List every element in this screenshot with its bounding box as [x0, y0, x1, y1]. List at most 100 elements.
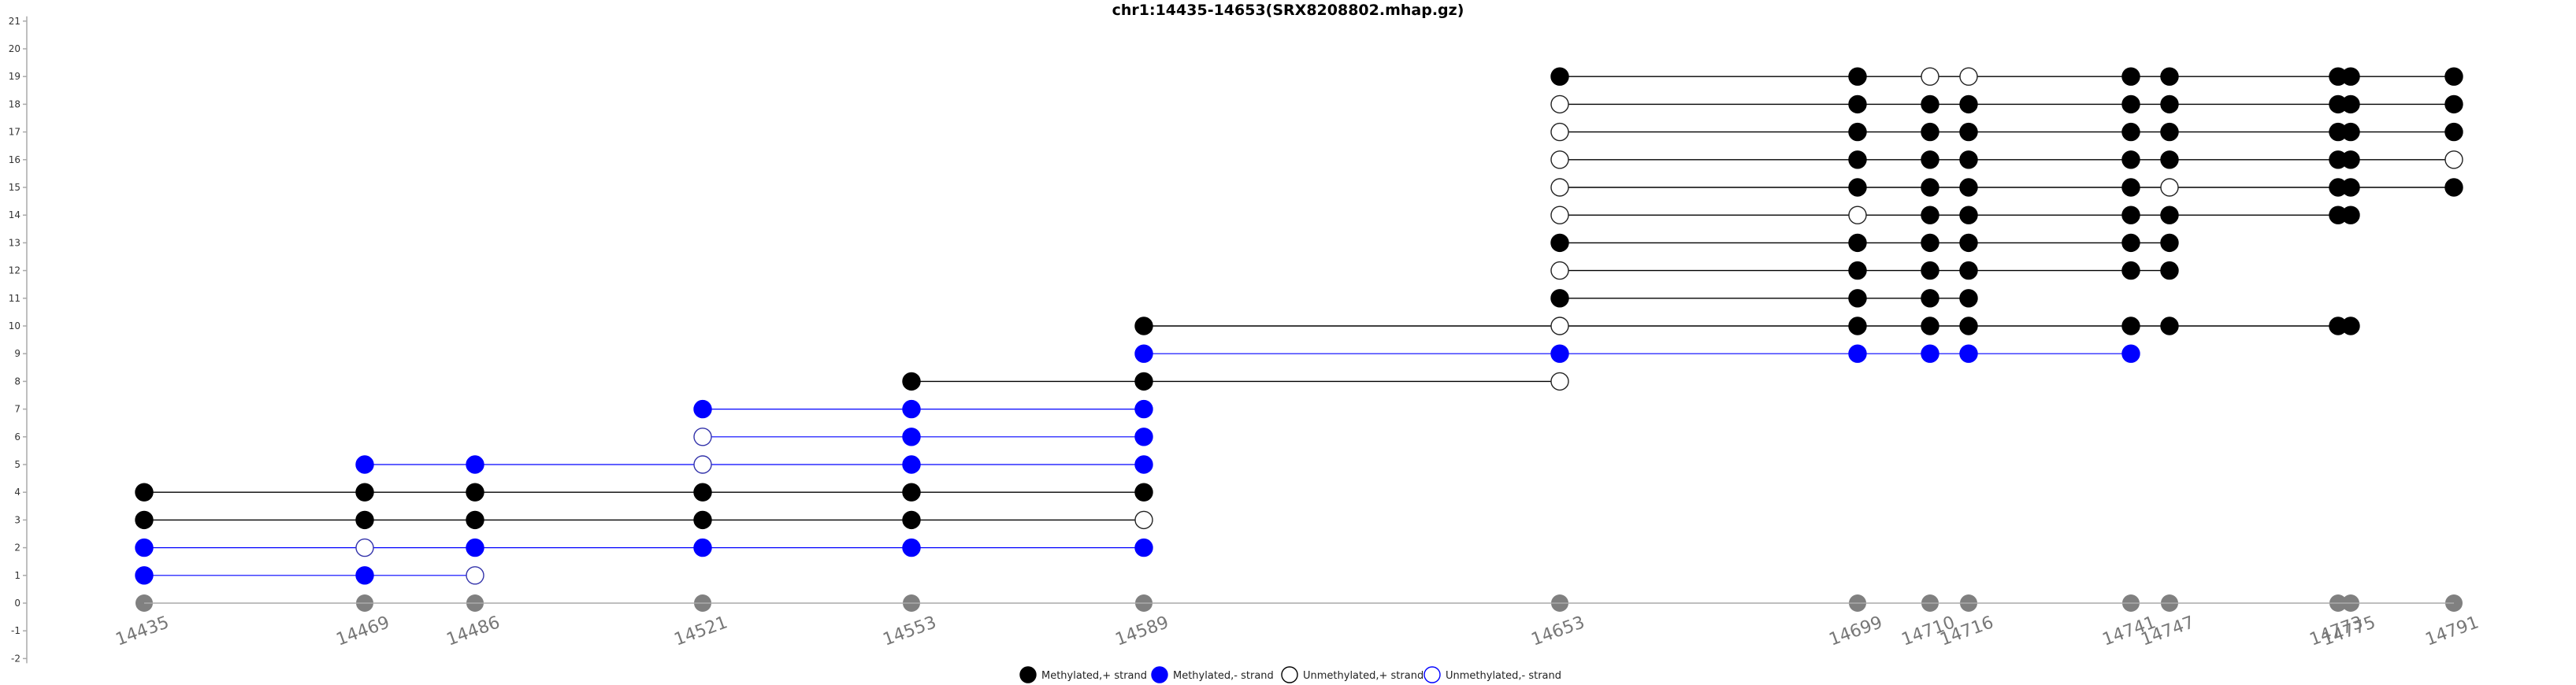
chart-title: chr1:14435-14653(SRX8208802.mhap.gz)	[1112, 2, 1464, 19]
methylated-cpg-point	[1959, 206, 1978, 224]
methylated-cpg-point	[2444, 67, 2463, 86]
read-row	[1550, 261, 2179, 280]
methylated-cpg-point	[2121, 344, 2140, 363]
methylated-cpg-point	[2160, 122, 2179, 142]
methylated-cpg-point	[1959, 94, 1978, 114]
read-row	[1134, 344, 2140, 363]
y-tick-label: 1	[14, 570, 20, 581]
read-row	[1550, 233, 2179, 253]
read-row	[1550, 150, 2463, 169]
legend-label: Unmethylated,- strand	[1446, 670, 1561, 682]
methylated-cpg-point	[693, 538, 712, 557]
methylated-cpg-point	[1848, 317, 1867, 335]
methylated-cpg-point	[1848, 122, 1867, 142]
y-tick-label: 13	[9, 237, 20, 248]
y-tick-label: 14	[9, 209, 20, 220]
methylated-cpg-point	[2121, 317, 2140, 335]
methylated-cpg-point	[2121, 233, 2140, 253]
y-tick-label: 19	[9, 71, 20, 82]
y-tick-label: 17	[9, 127, 20, 138]
methylated-cpg-point	[2121, 150, 2140, 169]
unmethylated-cpg-point	[1921, 67, 1939, 86]
methylated-cpg-point	[466, 483, 484, 502]
unmethylated-cpg-point	[1550, 122, 1569, 142]
unmethylated-cpg-point	[2444, 150, 2463, 169]
methylated-cpg-point	[2121, 94, 2140, 114]
methylated-cpg-point	[2341, 150, 2360, 169]
y-tick-label: 20	[9, 43, 20, 54]
methylated-cpg-point	[902, 372, 921, 391]
methylated-cpg-point	[2160, 261, 2179, 280]
unmethylated-cpg-point	[693, 455, 712, 474]
legend-marker	[1281, 666, 1298, 683]
methylated-cpg-point	[2121, 67, 2140, 86]
methylated-cpg-point	[2160, 206, 2179, 224]
unmethylated-cpg-point	[1550, 317, 1569, 335]
legend-label: Methylated,+ strand	[1041, 670, 1147, 682]
legend-marker	[1423, 666, 1441, 683]
methylated-cpg-point	[2341, 178, 2360, 197]
methylated-cpg-point	[1550, 289, 1569, 308]
methylated-cpg-point	[1921, 94, 1939, 114]
methylated-cpg-point	[2121, 261, 2140, 280]
x-tick-label: 14699	[1827, 613, 1885, 650]
y-tick-label: 6	[14, 431, 20, 442]
methylated-cpg-point	[1959, 233, 1978, 253]
unmethylated-cpg-point	[1848, 206, 1867, 224]
methylated-cpg-point	[2341, 67, 2360, 86]
methylated-cpg-point	[135, 538, 154, 557]
unmethylated-cpg-point	[1550, 372, 1569, 391]
methylated-cpg-point	[2341, 317, 2360, 335]
y-tick-label: 7	[14, 404, 20, 415]
unmethylated-cpg-point	[1134, 510, 1153, 530]
y-tick-label: 15	[9, 182, 20, 193]
legend-label: Methylated,- strand	[1173, 670, 1274, 682]
methylated-cpg-point	[1921, 178, 1939, 197]
unmethylated-cpg-point	[1550, 206, 1569, 224]
read-row	[1134, 317, 2360, 335]
x-tick-label: 14521	[672, 613, 730, 650]
methylated-cpg-point	[1921, 233, 1939, 253]
y-tick-label: 2	[14, 542, 20, 554]
methylated-cpg-point	[693, 399, 712, 419]
legend-label: Unmethylated,+ strand	[1303, 670, 1423, 682]
methylated-cpg-point	[2341, 94, 2360, 114]
methylated-cpg-point	[1550, 344, 1569, 363]
read-row	[1550, 206, 2360, 224]
methylated-cpg-point	[355, 455, 374, 474]
read-row	[135, 483, 1153, 502]
unmethylated-cpg-point	[1550, 261, 1569, 280]
reads-layer	[135, 67, 2463, 585]
methylated-cpg-point	[1959, 178, 1978, 197]
methylated-cpg-point	[2160, 233, 2179, 253]
methylated-cpg-point	[466, 510, 484, 530]
y-tick-label: -1	[11, 625, 20, 636]
x-tick-label: 14589	[1113, 613, 1171, 650]
methylated-cpg-point	[1959, 289, 1978, 308]
methylated-cpg-point	[2160, 150, 2179, 169]
x-tick-label: 14791	[2423, 613, 2481, 650]
read-row	[1550, 67, 2463, 86]
methylated-cpg-point	[2160, 67, 2179, 86]
legend-item: Unmethylated,- strand	[1423, 666, 1561, 683]
methylated-cpg-point	[355, 566, 374, 585]
methylated-cpg-point	[2444, 122, 2463, 142]
methylated-cpg-point	[1959, 150, 1978, 169]
legend-marker	[1151, 666, 1168, 683]
methylated-cpg-point	[1848, 233, 1867, 253]
legend-item: Unmethylated,+ strand	[1281, 666, 1423, 683]
read-row	[693, 399, 1153, 419]
methylated-cpg-point	[1848, 261, 1867, 280]
methylated-cpg-point	[466, 455, 484, 474]
methylated-cpg-point	[2444, 178, 2463, 197]
methylated-cpg-point	[355, 510, 374, 530]
methylated-cpg-point	[902, 538, 921, 557]
x-tick-label: 14469	[334, 613, 392, 650]
y-tick-label: -2	[11, 653, 20, 664]
methylated-cpg-point	[2121, 178, 2140, 197]
methylated-cpg-point	[1134, 538, 1153, 557]
unmethylated-cpg-point	[1550, 150, 1569, 169]
methylated-cpg-point	[1848, 94, 1867, 114]
